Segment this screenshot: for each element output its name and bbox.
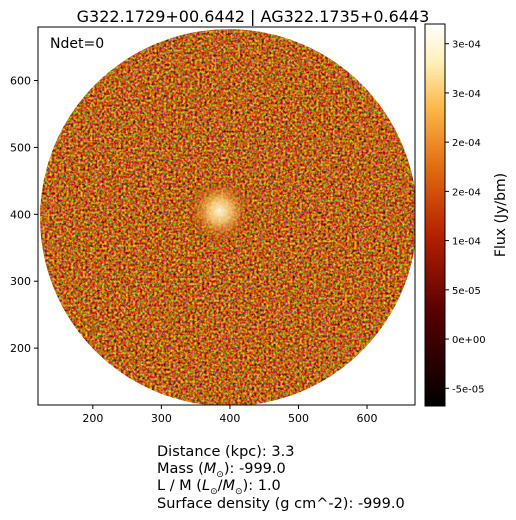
x-axis: 200 300 400 500 600 [82,405,378,425]
caption-lm: L / M (L⊙/M⊙): 1.0 [157,478,281,497]
y-tick-label: 600 [10,75,31,88]
ndet-annotation: Ndet=0 [50,36,104,52]
colorbar-tick-label: 0e+00 [452,335,486,346]
caption-distance: Distance (kpc): 3.3 [157,444,295,460]
surface-density-value: -999.0 [357,496,405,512]
colorbar-gradient [424,23,446,407]
emission-peak [186,178,253,244]
chart-title: G322.1729+00.6442 | AG322.1735+0.6443 [77,7,430,26]
y-tick-label: 300 [10,275,31,288]
mass-value: -999.0 [239,461,286,477]
caption-surface-density: Surface density (g cm^-2): -999.0 [157,496,405,512]
y-tick-label: 400 [10,208,31,221]
x-tick-label: 400 [219,412,240,425]
lm-value: 1.0 [257,478,281,494]
colorbar-tick-label: 5e-05 [452,286,481,297]
distance-value: 3.3 [271,444,295,460]
x-tick-label: 600 [357,412,378,425]
colorbar: -5e-05 0e+00 5e-05 1e-04 2e-04 2e-04 3e-04 3e-0… [424,23,509,407]
y-axis: 200 300 400 500 600 [10,75,38,355]
colorbar-tick-label: 2e-04 [452,138,481,149]
x-tick-label: 200 [82,412,103,425]
colorbar-tick-label: -5e-05 [452,384,484,395]
colorbar-tick-label: 2e-04 [452,187,481,198]
plot-frame [37,26,416,406]
field-of-view-map [40,29,415,405]
x-tick-label: 300 [151,412,172,425]
caption-mass: Mass (M⊙): -999.0 [157,461,286,480]
colorbar-label: Flux (Jy/bm) [493,173,509,257]
y-tick-label: 200 [10,342,31,355]
colorbar-tick-label: 3e-04 [452,89,481,100]
colorbar-tick-label: 1e-04 [452,237,481,248]
plot-area: Ndet=0 200 300 400 500 600 200 300 400 500 600 [10,26,416,425]
x-tick-label: 500 [288,412,309,425]
y-tick-label: 500 [10,141,31,154]
colorbar-ticks: -5e-05 0e+00 5e-05 1e-04 2e-04 2e-04 3e-04 3e-0… [445,40,486,395]
colorbar-tick-label: 3e-04 [452,40,481,51]
